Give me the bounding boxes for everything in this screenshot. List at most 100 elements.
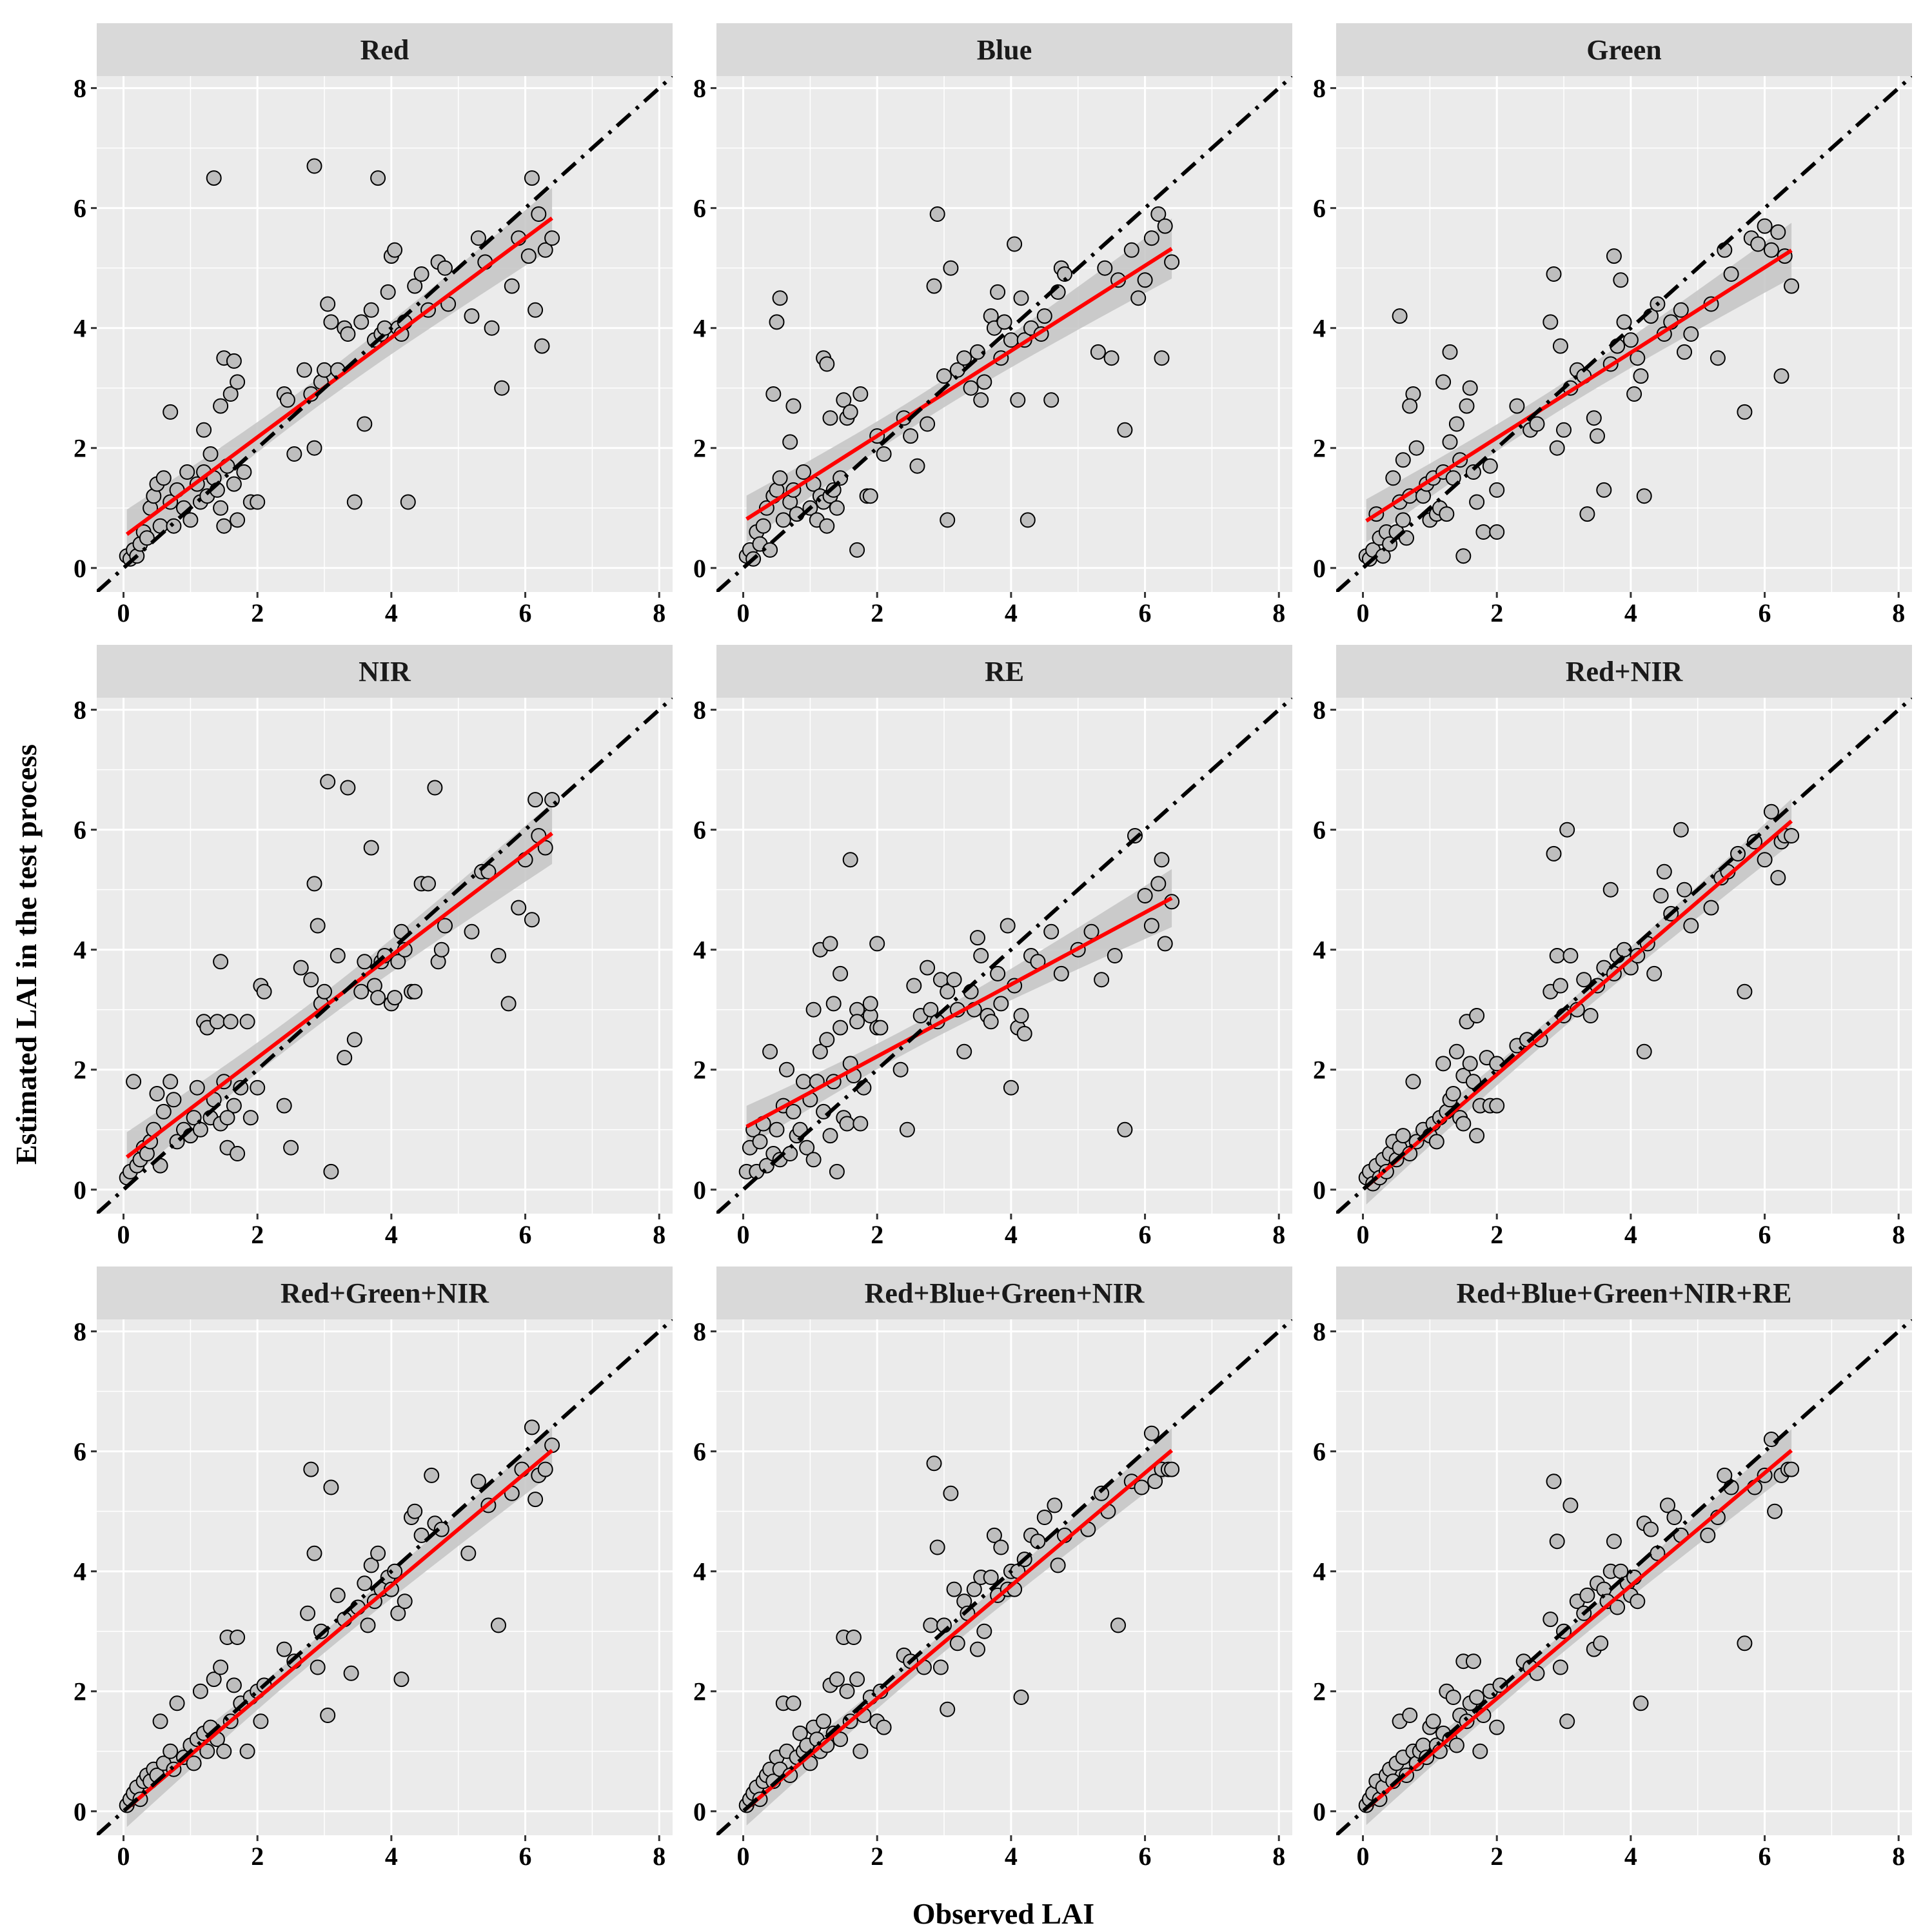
data-point xyxy=(276,1641,292,1657)
data-point xyxy=(1143,1425,1159,1441)
data-point xyxy=(524,912,540,928)
data-point xyxy=(387,1563,403,1579)
data-point xyxy=(822,410,838,426)
data-point xyxy=(1633,368,1649,384)
y-tick-label: 8 xyxy=(74,74,86,103)
data-point xyxy=(1613,272,1629,288)
x-tick-label: 8 xyxy=(1892,1842,1905,1871)
axes: 0 0 2 2 4 4 6 6 8 8 xyxy=(693,74,1285,627)
x-tick-label: 8 xyxy=(653,1220,665,1249)
strip-red-plus-green-plus-nir xyxy=(97,1267,673,1319)
y-tick-label: 0 xyxy=(693,554,706,583)
data-point xyxy=(1626,386,1642,402)
data-point xyxy=(1047,1497,1063,1513)
data-point xyxy=(213,1659,229,1675)
data-point xyxy=(769,1121,785,1138)
panel-red-plus-green-plus-nir: Red+Green+NIR 0 0 2 2 4 4 6 6 8 8 xyxy=(74,1267,673,1871)
data-point xyxy=(1385,470,1401,486)
x-tick-label: 8 xyxy=(1272,598,1285,627)
data-point xyxy=(1117,1121,1133,1138)
data-point xyxy=(470,230,486,246)
panel-blue: Blue 0 0 2 2 4 4 6 6 8 8 xyxy=(693,23,1292,627)
data-point xyxy=(1737,983,1753,1000)
x-tick-label: 6 xyxy=(519,1220,532,1249)
data-point xyxy=(785,398,802,414)
data-point xyxy=(923,1001,939,1018)
data-point xyxy=(1013,1690,1029,1705)
data-point xyxy=(527,302,544,318)
x-tick-label: 4 xyxy=(385,598,398,627)
strip-label-red: Red xyxy=(360,34,409,66)
data-point xyxy=(1036,308,1052,324)
x-tick-label: 2 xyxy=(871,1220,883,1249)
y-tick-label: 6 xyxy=(74,1437,86,1466)
data-point xyxy=(484,320,500,336)
data-point xyxy=(524,170,540,186)
data-point xyxy=(222,1014,239,1030)
x-tick-label: 0 xyxy=(737,598,750,627)
data-point xyxy=(126,1074,142,1090)
data-point xyxy=(209,1014,225,1030)
data-point xyxy=(192,1121,208,1138)
fit-line xyxy=(745,1448,1174,1810)
strip-label-nir: NIR xyxy=(359,656,411,687)
y-tick-label: 4 xyxy=(693,314,706,343)
data-point xyxy=(1673,822,1689,838)
data-point xyxy=(230,1146,246,1161)
data-point xyxy=(380,284,396,300)
data-point xyxy=(1784,278,1800,294)
data-point xyxy=(544,792,560,808)
data-point xyxy=(470,1474,486,1490)
x-tick-label: 8 xyxy=(653,598,665,627)
data-point xyxy=(230,374,246,390)
strip-label-blue: Blue xyxy=(977,34,1032,66)
data-point xyxy=(976,374,992,390)
data-point xyxy=(363,302,379,318)
grid xyxy=(97,1319,673,1835)
data-point xyxy=(906,978,922,994)
data-point xyxy=(1475,524,1492,540)
data-point xyxy=(1737,1635,1753,1651)
data-point xyxy=(1710,350,1726,366)
data-point xyxy=(303,1461,319,1477)
data-point xyxy=(283,1139,299,1156)
data-point xyxy=(370,170,386,186)
data-point xyxy=(876,1719,892,1735)
data-point xyxy=(206,1671,222,1688)
x-tick-label: 4 xyxy=(1005,1220,1018,1249)
x-tick-label: 6 xyxy=(1139,1220,1152,1249)
data-point xyxy=(306,1545,322,1561)
data-point xyxy=(189,1079,205,1096)
points xyxy=(119,158,560,567)
data-point xyxy=(1094,972,1110,988)
data-point xyxy=(527,792,544,808)
data-point xyxy=(353,314,370,330)
data-point xyxy=(202,446,219,462)
data-point xyxy=(839,1116,855,1132)
y-tick-label: 4 xyxy=(74,936,86,965)
y-tick-label: 0 xyxy=(693,1797,706,1826)
data-point xyxy=(976,1623,992,1639)
data-point xyxy=(1683,326,1699,342)
data-point xyxy=(242,1110,259,1126)
x-tick-label: 4 xyxy=(385,1842,398,1871)
data-point xyxy=(152,1713,168,1730)
data-point xyxy=(970,344,985,360)
data-point xyxy=(1703,900,1719,916)
data-point xyxy=(1737,404,1753,420)
points xyxy=(119,1419,560,1813)
data-point xyxy=(239,1743,255,1759)
data-point xyxy=(1643,1521,1659,1537)
data-point xyxy=(819,1032,835,1048)
x-tick-label: 2 xyxy=(1490,598,1503,627)
data-point xyxy=(1000,918,1016,934)
y-tick-label: 8 xyxy=(693,74,706,103)
data-point xyxy=(812,1043,828,1060)
x-tick-label: 4 xyxy=(1624,1220,1637,1249)
panel-re: RE 0 0 2 2 4 4 6 6 8 8 xyxy=(693,645,1292,1249)
data-point xyxy=(1395,1128,1411,1144)
data-point xyxy=(1653,888,1669,903)
data-point xyxy=(216,1743,232,1759)
data-point xyxy=(230,1630,246,1645)
axes: 0 0 2 2 4 4 6 6 8 8 xyxy=(1313,74,1905,627)
